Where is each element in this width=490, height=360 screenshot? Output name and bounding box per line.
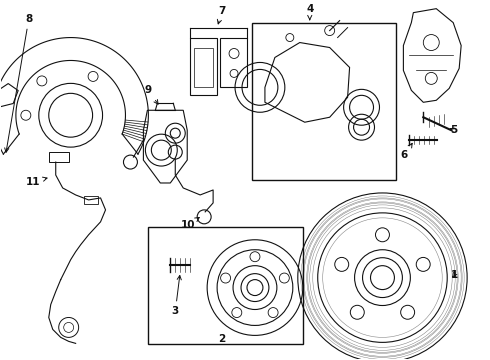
Text: 4: 4 — [306, 4, 314, 20]
Bar — [49, 152, 69, 162]
Text: 7: 7 — [218, 6, 226, 24]
Text: 8: 8 — [5, 14, 32, 152]
Text: 2: 2 — [219, 334, 226, 345]
Bar — [252, 23, 396, 180]
Text: 9: 9 — [145, 85, 158, 104]
Text: 1: 1 — [451, 270, 458, 280]
Text: 6: 6 — [401, 143, 412, 160]
Bar — [148, 227, 303, 345]
Text: 3: 3 — [172, 275, 181, 316]
Text: 11: 11 — [25, 177, 47, 187]
Text: 10: 10 — [181, 217, 199, 230]
Text: 5: 5 — [450, 125, 458, 135]
Bar — [84, 196, 98, 204]
